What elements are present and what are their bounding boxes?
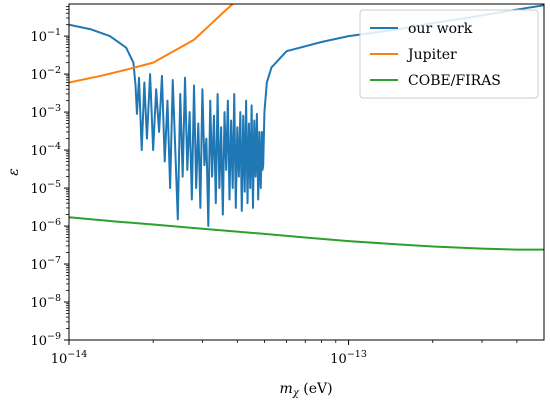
y-tick-label-base: 10: [30, 220, 47, 235]
legend-box: [359, 9, 539, 99]
y-tick-label-base: 10: [30, 68, 47, 83]
y-axis-label: ε: [6, 168, 22, 176]
y-tick-label-exponent: −6: [47, 217, 61, 228]
x-axis: 10−14 10−13: [51, 340, 518, 367]
x-tick-label-exponent: −13: [347, 349, 367, 360]
x-tick-label-base: 10: [51, 352, 68, 367]
y-tick-label: 10−8: [30, 293, 61, 311]
legend: our work Jupiter COBE/FIRAS: [359, 9, 539, 99]
series-line-our-work: [69, 4, 544, 228]
y-tick-label: 10−6: [30, 217, 61, 235]
y-axis: 10−910−810−710−610−510−410−310−210−1: [30, 6, 69, 349]
y-tick-label-base: 10: [30, 30, 47, 45]
y-tick-label-base: 10: [30, 144, 47, 159]
y-tick-label-exponent: −5: [47, 179, 61, 190]
y-tick-label: 10−7: [30, 255, 61, 273]
y-tick-label: 10−2: [30, 65, 61, 83]
series-layer: [69, 4, 544, 251]
y-tick-label-base: 10: [30, 258, 47, 273]
y-tick-label: 10−1: [30, 27, 61, 45]
x-axis-label: mχ (eV): [279, 381, 332, 399]
x-tick-label-base: 10: [330, 352, 347, 367]
y-tick-label-base: 10: [30, 182, 47, 197]
series-line-jupiter: [69, 4, 235, 84]
y-tick-label-exponent: −4: [47, 141, 61, 152]
legend-label: our work: [408, 21, 473, 37]
y-tick-label-base: 10: [30, 106, 47, 121]
y-tick-label-exponent: −1: [47, 27, 61, 38]
x-tick-label-exponent: −14: [67, 349, 87, 360]
y-tick-label: 10−4: [30, 141, 61, 159]
y-tick-label-exponent: −3: [47, 103, 61, 114]
y-tick-label-exponent: −9: [47, 331, 61, 342]
y-tick-label-exponent: −2: [47, 65, 61, 76]
y-tick-label: 10−3: [30, 103, 61, 121]
y-tick-label: 10−9: [30, 331, 61, 349]
plot-frame: [68, 3, 545, 341]
y-tick-label-exponent: −7: [47, 255, 61, 266]
series-line-cobe-firas: [69, 216, 544, 251]
legend-label: COBE/FIRAS: [408, 73, 501, 89]
x-tick-label: 10−14: [51, 349, 88, 367]
y-tick-label-exponent: −8: [47, 293, 61, 304]
legend-label: Jupiter: [406, 47, 457, 63]
y-tick-label-base: 10: [30, 334, 47, 349]
y-tick-label-base: 10: [30, 296, 47, 311]
x-tick-label: 10−13: [330, 349, 367, 367]
y-tick-label: 10−5: [30, 179, 61, 197]
